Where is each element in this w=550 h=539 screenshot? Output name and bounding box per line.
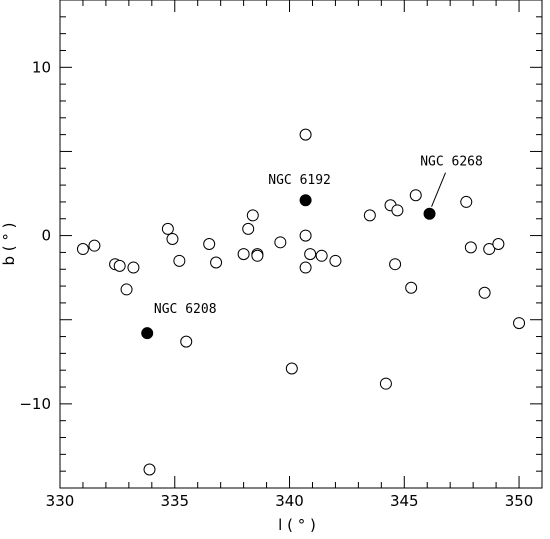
open-point (409, 189, 422, 202)
open-point (389, 258, 402, 271)
x-tick-label: 345 (390, 492, 419, 510)
open-point (405, 281, 418, 294)
open-point (513, 317, 526, 330)
x-tick-label: 350 (505, 492, 534, 510)
annotations: NGC 6192 NGC 6268 NGC 6208 (154, 155, 483, 317)
open-point (304, 248, 317, 261)
open-point (274, 236, 287, 249)
filled-point (141, 327, 154, 340)
open-point (173, 254, 186, 267)
annotation-leader (431, 172, 446, 207)
open-point (166, 232, 179, 245)
data-points (76, 128, 526, 476)
open-point (478, 286, 491, 299)
open-point (113, 259, 126, 272)
open-point (246, 209, 259, 222)
open-point (464, 241, 477, 254)
plot-frame (59, 0, 543, 489)
open-point (285, 362, 298, 375)
open-point (210, 256, 223, 269)
open-point (363, 209, 376, 222)
open-point (299, 261, 312, 274)
open-point (127, 261, 140, 274)
annotation-label: NGC 6192 (268, 173, 331, 188)
open-point (161, 222, 174, 235)
open-point (237, 248, 250, 261)
open-point (315, 249, 328, 262)
open-point (242, 222, 255, 235)
x-axis-label: l ( ° ) (278, 516, 316, 534)
y-tick-label: 10 (32, 58, 51, 76)
open-point (460, 195, 473, 208)
x-tick-label: 330 (46, 492, 75, 510)
axis-ticks (59, 0, 543, 489)
filled-point (299, 194, 312, 207)
x-tick-label: 335 (160, 492, 189, 510)
open-point (329, 254, 342, 267)
open-point (120, 283, 133, 296)
open-point (299, 229, 312, 242)
y-axis-label: b ( ° ) (0, 222, 18, 265)
filled-point (423, 207, 436, 220)
open-point (391, 204, 404, 217)
annotation-label: NGC 6268 (420, 155, 483, 170)
open-point (483, 243, 496, 256)
tick-labels: 330 335 340 345 350 −10 0 10 (19, 58, 533, 510)
open-point (251, 249, 264, 262)
open-point (143, 463, 156, 476)
open-point (379, 377, 392, 390)
y-tick-label: 0 (41, 227, 51, 245)
x-tick-label: 340 (275, 492, 304, 510)
open-point (88, 239, 101, 252)
open-point (299, 128, 312, 141)
open-point (492, 238, 505, 250)
open-point (180, 335, 193, 348)
annotation-label: NGC 6208 (154, 302, 217, 317)
open-point (76, 243, 89, 256)
y-tick-label: −10 (19, 395, 51, 413)
open-point (203, 238, 216, 250)
